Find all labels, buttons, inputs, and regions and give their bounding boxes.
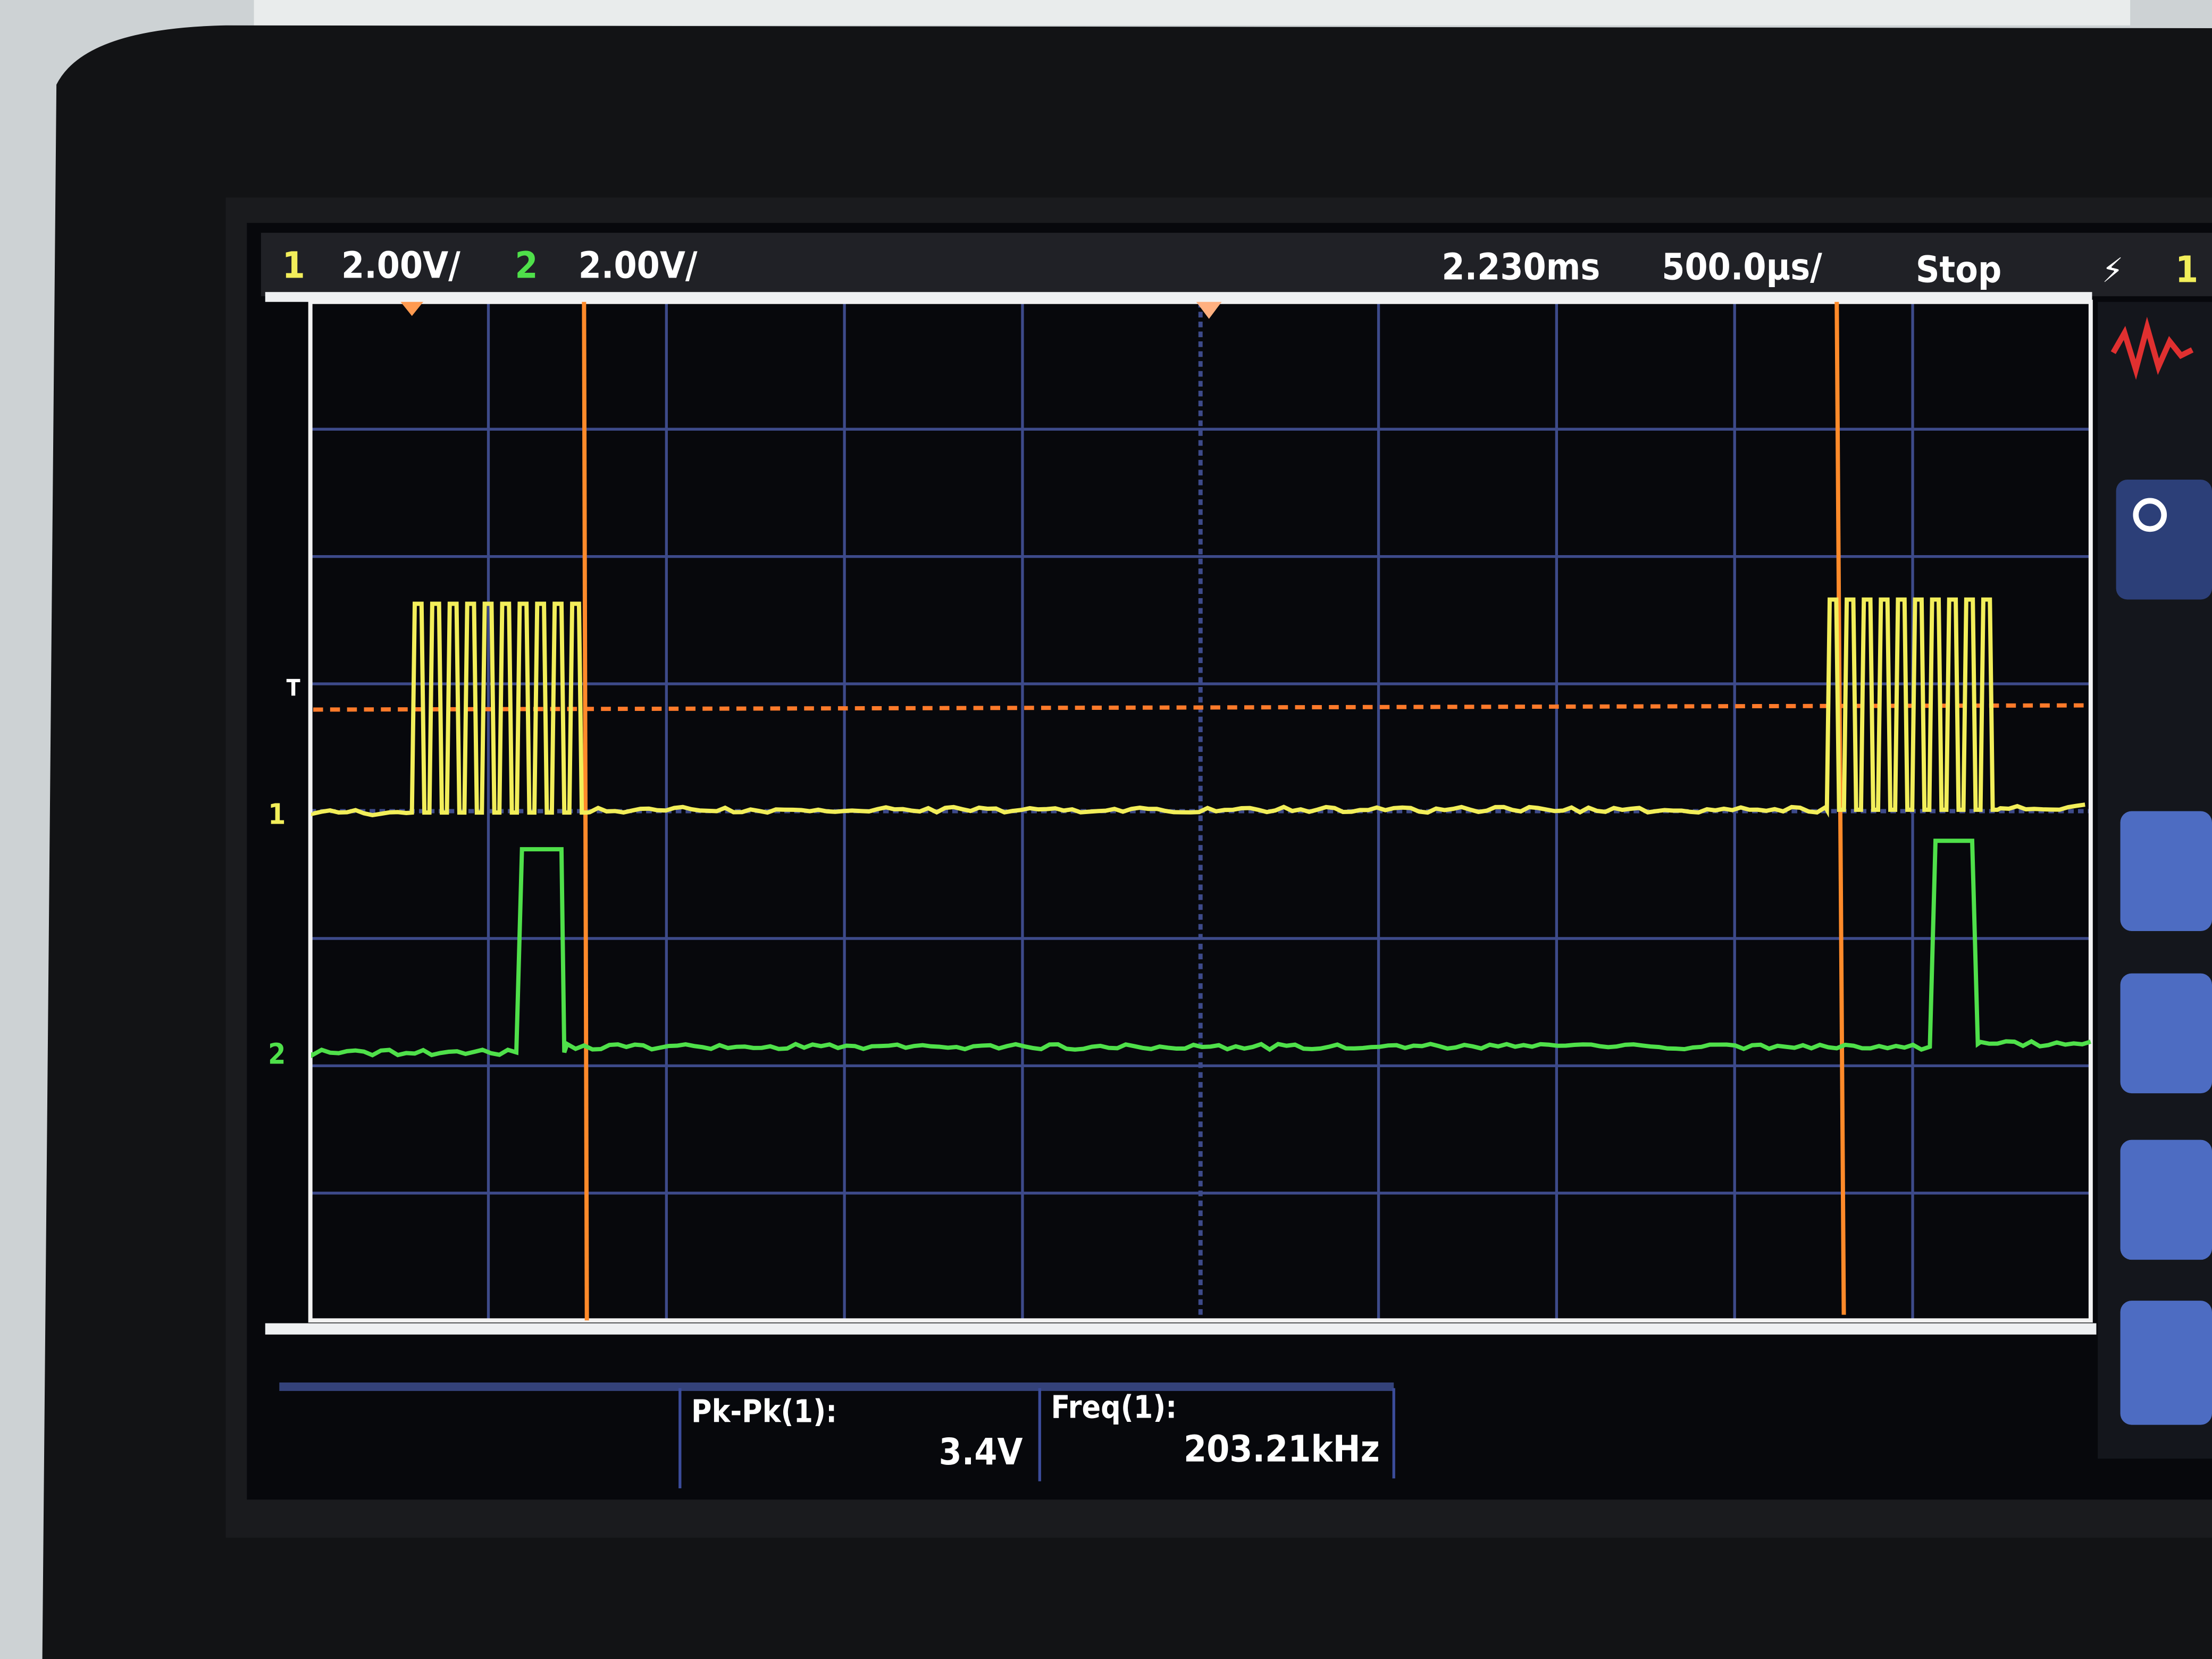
measurement-label-pkpk: Pk-Pk(1):: [691, 1393, 837, 1429]
measurement-value-freq: 203.21kHz: [1184, 1428, 1380, 1471]
softkey-4[interactable]: [2121, 1140, 2212, 1260]
ch2-scale[interactable]: 2.00V/: [579, 245, 698, 287]
status-bar: 1 2.00V/ 2 2.00V/ 2.230ms 500.0µs/ Stop …: [261, 233, 2212, 296]
run-state[interactable]: Stop: [1916, 249, 2001, 291]
top-device: [254, 0, 2131, 26]
ch2-ground-marker[interactable]: 2: [268, 1037, 286, 1070]
timebase-scale[interactable]: 500.0µs/: [1662, 246, 1822, 288]
softkey-1[interactable]: [2116, 480, 2212, 600]
trigger-edge-icon: ⚡: [2102, 252, 2123, 291]
horizontal-delay[interactable]: 2.230ms: [1442, 246, 1600, 288]
ch1-label[interactable]: 1: [282, 245, 305, 287]
trigger-source[interactable]: 1: [2175, 249, 2198, 291]
trigger-level-marker[interactable]: T: [287, 675, 300, 701]
measurement-label-freq: Freq(1):: [1051, 1389, 1177, 1425]
screen: [247, 223, 2212, 1499]
measurement-value-pkpk: 3.4V: [939, 1431, 1023, 1473]
ch2-label[interactable]: 2: [515, 245, 538, 287]
ch1-ground-marker[interactable]: 1: [268, 798, 286, 831]
bottom-divider: [265, 1323, 2097, 1335]
softkey-3[interactable]: [2121, 974, 2212, 1094]
softkey-2[interactable]: [2121, 811, 2212, 932]
softkey-5[interactable]: [2121, 1301, 2212, 1425]
ch1-scale[interactable]: 2.00V/: [341, 245, 460, 287]
softkey-panel: [2098, 302, 2212, 1459]
